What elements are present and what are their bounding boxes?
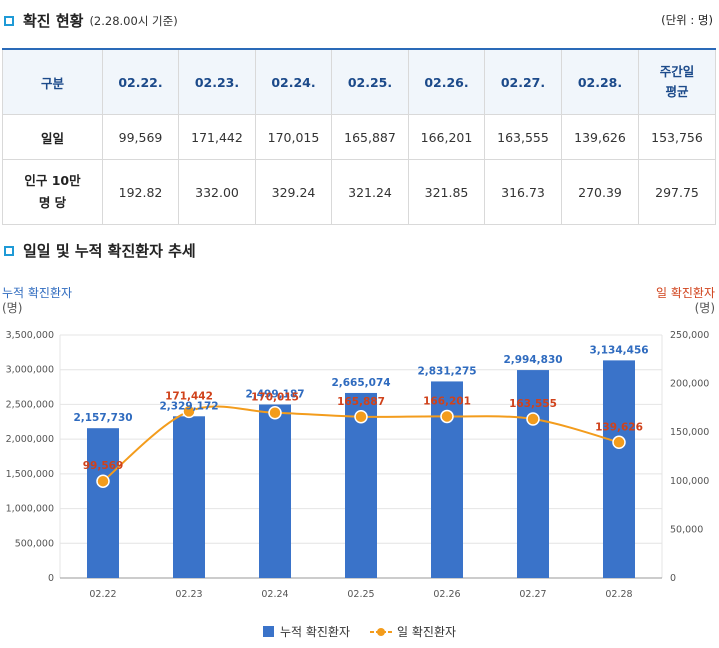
line-point <box>440 409 454 424</box>
bar <box>173 416 205 578</box>
legend-item-bar: 누적 확진환자 <box>262 623 350 640</box>
y-left-tick-label: 500,000 <box>15 538 54 549</box>
bar-data-label: 2,157,730 <box>73 412 132 424</box>
table-header: 주간일 평균 <box>638 48 716 115</box>
line-data-label: 165,887 <box>337 396 385 408</box>
legend-line-swatch <box>370 627 393 636</box>
table-row: 인구 10만 명 당 192.82 332.00 329.24 321.24 3… <box>2 159 716 225</box>
x-tick-label: 02.22 <box>89 589 116 600</box>
y-left-tick-label: 2,500,000 <box>6 399 54 410</box>
y-left-tick-label: 2,000,000 <box>6 434 54 445</box>
x-tick-label: 02.26 <box>433 589 460 600</box>
line-point <box>612 435 626 450</box>
legend-item-line: 일 확진환자 <box>370 623 456 640</box>
line-data-label: 99,569 <box>83 460 124 472</box>
x-tick-label: 02.24 <box>261 589 288 600</box>
bar-data-label: 2,665,074 <box>331 377 390 389</box>
bar <box>87 428 119 578</box>
bar <box>345 392 377 578</box>
table-cell: 297.75 <box>638 159 716 225</box>
bar-data-label: 2,499,187 <box>245 388 304 400</box>
x-tick-label: 02.27 <box>519 589 546 600</box>
table-cell: 316.73 <box>484 159 562 225</box>
line-data-label: 163,555 <box>509 398 557 410</box>
table-cell: 165,887 <box>331 114 409 160</box>
x-tick-label: 02.23 <box>175 589 202 600</box>
y-right-tick-label: 100,000 <box>670 476 709 487</box>
y-right-tick-label: 50,000 <box>670 524 703 535</box>
y-right-tick-label: 200,000 <box>670 379 709 390</box>
table-header: 02.22. <box>102 48 179 115</box>
bar <box>431 381 463 578</box>
line-point <box>354 410 368 424</box>
y-left-tick-label: 3,500,000 <box>6 330 54 341</box>
line-data-label: 139,626 <box>595 421 643 433</box>
table-cell: 321.85 <box>408 159 485 225</box>
table-cell: 270.39 <box>561 159 639 225</box>
status-table: 구분 02.22. 02.23. 02.24. 02.25. 02.26. 02… <box>2 48 716 225</box>
bar-data-label: 2,329,172 <box>159 400 218 412</box>
bar <box>259 404 291 578</box>
table-cell: 170,015 <box>255 114 332 160</box>
y-right-tick-label: 0 <box>670 573 676 584</box>
line-data-label: 171,442 <box>165 390 213 402</box>
table-cell: 329.24 <box>255 159 332 225</box>
section-bullet-icon <box>4 245 14 256</box>
section-bullet-icon <box>4 15 14 26</box>
table-cell: 332.00 <box>178 159 256 225</box>
table-header: 02.23. <box>178 48 256 115</box>
x-tick-label: 02.28 <box>605 589 632 600</box>
table-cell: 139,626 <box>561 114 639 160</box>
table-cell: 166,201 <box>408 114 485 160</box>
section-title-trend: 일일 및 누적 확진환자 추세 <box>4 240 196 261</box>
bar-data-label: 3,134,456 <box>589 344 648 356</box>
table-cell: 321.24 <box>331 159 409 225</box>
table-cell: 171,442 <box>178 114 256 160</box>
table-row: 일일 99,569 171,442 170,015 165,887 166,20… <box>2 114 716 160</box>
table-cell: 99,569 <box>102 114 179 160</box>
right-axis-title: 일 확진환자 (명) <box>655 286 715 315</box>
table-header: 02.24. <box>255 48 332 115</box>
y-left-tick-label: 1,500,000 <box>6 469 54 480</box>
bar-data-label: 2,994,830 <box>503 354 562 366</box>
table-header-row: 구분 02.22. 02.23. 02.24. 02.25. 02.26. 02… <box>2 48 716 115</box>
y-right-tick-label: 150,000 <box>670 427 709 438</box>
row-label: 인구 10만 명 당 <box>2 159 103 225</box>
table-cell: 163,555 <box>484 114 562 160</box>
legend-bar-swatch <box>262 626 274 637</box>
table-header: 구분 <box>2 48 103 115</box>
series-line <box>102 405 620 482</box>
table-header: 02.26. <box>408 48 485 115</box>
y-right-tick-label: 250,000 <box>670 330 709 341</box>
table-header: 02.27. <box>484 48 562 115</box>
table-header: 02.25. <box>331 48 409 115</box>
section-title-status: 확진 현황 (2.28.00시 기준) <box>4 10 178 31</box>
bar <box>603 360 635 578</box>
table-cell: 153,756 <box>638 114 716 160</box>
line-point <box>96 474 110 488</box>
line-point <box>182 404 196 419</box>
bar <box>517 370 549 578</box>
y-left-tick-label: 1,000,000 <box>6 504 54 515</box>
line-data-label: 170,015 <box>251 392 299 404</box>
unit-label: (단위 : 명) <box>661 13 713 27</box>
row-label: 일일 <box>2 114 103 160</box>
x-tick-label: 02.25 <box>347 589 374 600</box>
line-data-label: 166,201 <box>423 395 471 407</box>
table-cell: 192.82 <box>102 159 179 225</box>
y-left-tick-label: 3,000,000 <box>6 365 54 376</box>
section-title-text: 확진 현황 <box>23 12 84 30</box>
table-header: 02.28. <box>561 48 639 115</box>
bar-data-label: 2,831,275 <box>417 365 476 377</box>
section-subtitle: (2.28.00시 기준) <box>89 13 178 28</box>
line-point <box>268 405 282 420</box>
left-axis-title: 누적 확진환자 (명) <box>2 286 73 315</box>
line-point <box>526 412 540 426</box>
section-title-text: 일일 및 누적 확진환자 추세 <box>23 242 196 260</box>
y-left-tick-label: 0 <box>48 573 54 584</box>
chart-legend: 누적 확진환자 일 확진환자 <box>0 623 719 640</box>
